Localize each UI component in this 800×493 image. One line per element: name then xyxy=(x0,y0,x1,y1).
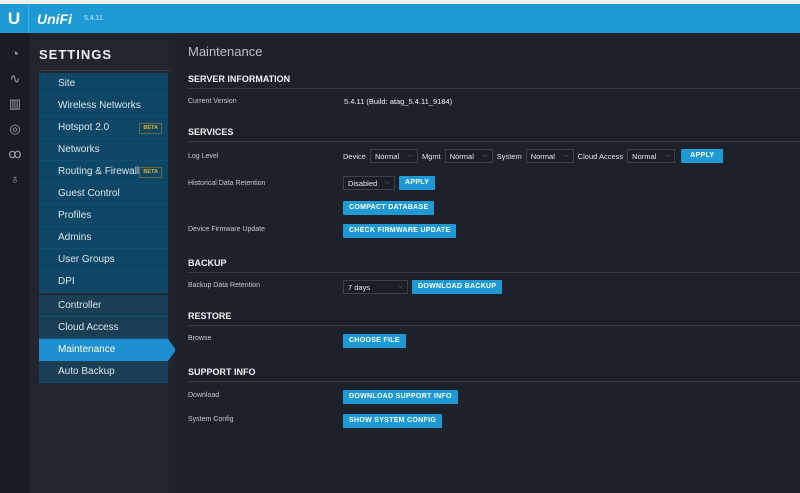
settings-item-label: Cloud Access xyxy=(58,322,119,333)
statistics-icon[interactable]: ∿ xyxy=(9,70,21,86)
download-support-info-button[interactable]: DOWNLOAD SUPPORT INFO xyxy=(343,390,458,404)
select-value: Normal xyxy=(530,151,555,161)
section-backup: BACKUP xyxy=(188,258,800,273)
chevron-down-icon: ⌵ xyxy=(482,152,488,159)
backup-retention-select[interactable]: 7 days ⌵ xyxy=(343,280,408,294)
nav-rail: ◔ ∿ ▥ ◎ ꝏ ♁ xyxy=(0,33,30,493)
select-value: Disabled xyxy=(348,178,378,188)
settings-item-site[interactable]: Site xyxy=(39,73,168,95)
beta-badge: BETA xyxy=(139,167,162,178)
system-log-select[interactable]: Normal ⌵ xyxy=(525,149,574,163)
historical-retention-label: Historical Data Retention xyxy=(188,180,266,187)
chevron-down-icon: ⌵ xyxy=(407,152,413,159)
page-title: Maintenance xyxy=(188,44,263,59)
apply-log-level-button[interactable]: APPLY xyxy=(681,149,724,163)
settings-item-label: DPI xyxy=(58,276,75,287)
download-label: Download xyxy=(188,392,220,399)
select-value: Normal xyxy=(449,151,474,161)
show-system-config-button[interactable]: SHOW SYSTEM CONFIG xyxy=(343,414,443,428)
chevron-down-icon: ⌵ xyxy=(664,152,671,159)
version-label: 5.4.11 xyxy=(84,15,103,22)
select-value: Normal xyxy=(632,151,657,161)
compact-database-button[interactable]: COMPACT DATABASE xyxy=(343,201,435,215)
settings-item-controller[interactable]: Controller xyxy=(39,295,168,317)
settings-item-label: Auto Backup xyxy=(58,366,115,377)
select-value: Normal xyxy=(374,151,400,161)
cloud-access-log-select[interactable]: Normal ⌵ xyxy=(627,149,676,163)
clients-icon[interactable]: ꝏ xyxy=(8,145,22,161)
devices-icon[interactable]: ◎ xyxy=(9,120,21,136)
settings-item-routing-firewall[interactable]: Routing & Firewall BETA xyxy=(39,161,168,183)
mgmt-label: Mgmt xyxy=(421,151,441,161)
choose-file-button[interactable]: CHOOSE FILE xyxy=(343,334,406,348)
settings-item-admins[interactable]: Admins xyxy=(39,227,168,249)
settings-item-hotspot-2-0[interactable]: Hotspot 2.0 BETA xyxy=(39,117,168,139)
settings-item-label: Admins xyxy=(58,232,92,243)
current-version-label: Current Version xyxy=(188,98,237,105)
settings-item-guest-control[interactable]: Guest Control xyxy=(39,183,168,205)
settings-item-wireless-networks[interactable]: Wireless Networks xyxy=(39,95,168,117)
chevron-down-icon: ⌵ xyxy=(397,283,403,290)
device-log-select[interactable]: Normal ⌵ xyxy=(369,149,418,163)
settings-item-label: User Groups xyxy=(58,254,115,265)
apply-retention-button[interactable]: APPLY xyxy=(399,176,436,190)
main-content: Maintenance SERVER INFORMATION Current V… xyxy=(175,33,800,493)
device-label: Device xyxy=(343,151,366,161)
section-restore: RESTORE xyxy=(188,311,800,326)
chevron-down-icon: ⌵ xyxy=(384,179,390,186)
settings-item-user-groups[interactable]: User Groups xyxy=(39,249,168,271)
settings-item-label: Profiles xyxy=(58,210,92,221)
mgmt-log-select[interactable]: Normal ⌵ xyxy=(444,149,493,163)
browse-label: Browse xyxy=(188,335,212,342)
settings-item-maintenance[interactable]: Maintenance xyxy=(39,339,176,361)
chevron-down-icon: ⌵ xyxy=(563,152,569,159)
settings-item-auto-backup[interactable]: Auto Backup xyxy=(39,361,168,383)
unifi-logo: UniFi xyxy=(37,10,72,27)
map-icon[interactable]: ▥ xyxy=(8,95,22,111)
check-firmware-update-button[interactable]: CHECK FIRMWARE UPDATE xyxy=(343,224,457,238)
firmware-update-label: Device Firmware Update xyxy=(188,226,266,233)
settings-item-label: Networks xyxy=(58,144,100,155)
settings-menu: Site Wireless Networks Hotspot 2.0 BETA Netw… xyxy=(39,73,176,383)
settings-item-dpi[interactable]: DPI xyxy=(39,271,168,293)
ubiquiti-logo[interactable]: U xyxy=(0,4,29,33)
system-label: System xyxy=(496,151,522,161)
section-server-information: SERVER INFORMATION xyxy=(188,74,800,89)
current-version-value: 5.4.11 (Build: atag_5.4.11_9184) xyxy=(344,97,453,106)
settings-item-label: Maintenance xyxy=(58,344,116,355)
section-services: SERVICES xyxy=(188,127,800,142)
section-support-info: SUPPORT INFO xyxy=(188,367,800,382)
download-backup-button[interactable]: DOWNLOAD BACKUP xyxy=(412,280,503,294)
log-level-label: Log Level xyxy=(188,153,219,160)
settings-title: SETTINGS xyxy=(39,47,113,62)
insights-icon[interactable]: ♁ xyxy=(10,171,20,186)
settings-panel: SETTINGS Site Wireless Networks Hotspot 2.… xyxy=(30,33,176,493)
historical-retention-select[interactable]: Disabled ⌵ xyxy=(343,176,395,190)
system-config-label: System Config xyxy=(188,416,234,423)
divider xyxy=(39,70,170,71)
settings-item-label: Guest Control xyxy=(58,188,120,199)
browser-edge xyxy=(0,0,800,4)
select-value: 7 days xyxy=(348,282,371,292)
settings-item-label: Site xyxy=(58,78,76,89)
settings-item-profiles[interactable]: Profiles xyxy=(39,205,168,227)
cloud-access-label: Cloud Access xyxy=(577,151,624,161)
beta-badge: BETA xyxy=(139,123,162,134)
settings-item-label: Routing & Firewall xyxy=(58,166,140,177)
settings-item-cloud-access[interactable]: Cloud Access xyxy=(39,317,168,339)
settings-item-label: Controller xyxy=(58,300,102,311)
dashboard-icon[interactable]: ◔ xyxy=(11,46,19,61)
settings-item-networks[interactable]: Networks xyxy=(39,139,168,161)
top-bar: U UniFi 5.4.11 xyxy=(0,4,800,33)
backup-retention-label: Backup Data Retention xyxy=(188,282,260,289)
settings-item-label: Hotspot 2.0 xyxy=(58,122,110,133)
settings-item-label: Wireless Networks xyxy=(58,100,141,111)
